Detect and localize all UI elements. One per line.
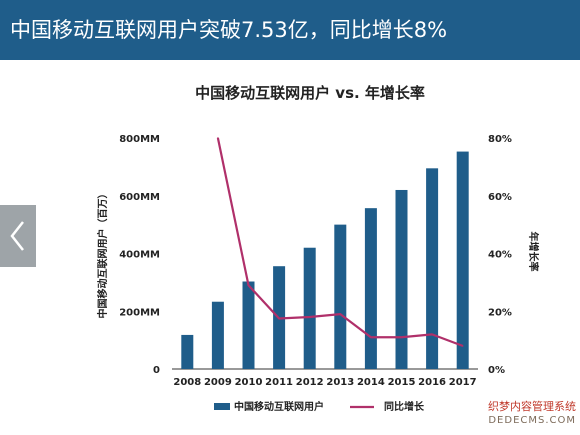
chart-svg: 中国移动互联网用户 vs. 年增长率 0 200MM 400MM 600MM 800MM 0… [96,84,540,413]
bar-2008 [181,334,194,369]
chart-title: 中国移动互联网用户 vs. 年增长率 [195,84,425,102]
x-tick-label: 2017 [449,377,477,388]
legend-label-users: 中国移动互联网用户 [234,400,324,413]
y-tick-label: 0 [153,365,160,376]
chart-area: 中国移动互联网用户 vs. 年增长率 0 200MM 400MM 600MM 800MM 0… [0,60,580,431]
x-tick-label: 2009 [204,377,232,388]
bar-2009 [211,301,224,369]
growth-point-2015 [400,336,403,339]
y-tick-label: 200MM [119,307,160,318]
x-tick-label: 2011 [265,377,293,388]
y-axis-label: 中国移动互联网用户（百万） [96,189,109,319]
y2-tick-label: 40% [488,250,512,261]
x-tick-label: 2012 [296,377,324,388]
x-tick-label: 2014 [357,377,385,388]
bar-2014 [364,208,377,369]
growth-point-2014 [370,336,372,339]
y2-tick-label: 0% [488,365,505,376]
x-tick-label: 2013 [326,377,354,388]
x-tick-label: 2016 [418,377,446,388]
y2-axis-label: 年增长率 [527,232,540,272]
y2-tick-label: 60% [488,192,512,203]
x-tick-label: 2008 [173,377,201,388]
growth-point-2016 [431,333,433,336]
legend-swatch-users [214,403,230,410]
x-tick-label: 2015 [388,377,416,388]
growth-point-2013 [339,313,342,315]
watermark-line1: 织梦内容管理系统 [488,400,576,413]
growth-point-2009 [217,137,219,139]
bar-2015 [395,189,408,369]
growth-point-2017 [461,345,464,347]
growth-point-2012 [308,316,311,318]
watermark-line2: DEDECMS.COM [488,415,576,426]
prev-slide-button[interactable] [0,205,36,267]
y2-tick-label: 80% [488,134,512,145]
watermark: 织梦内容管理系统 DEDECMS.COM [488,400,576,428]
bar-2016 [426,168,439,369]
growth-point-2011 [278,317,280,320]
y2-tick-label: 20% [488,307,512,318]
bar-2013 [334,224,347,369]
title-banner: 中国移动互联网用户突破7.53亿，同比增长8% [0,0,580,60]
legend-label-growth: 同比增长 [384,400,425,413]
bar-2012 [303,247,316,369]
banner-title: 中国移动互联网用户突破7.53亿，同比增长8% [10,18,448,42]
y-tick-label: 800MM [119,134,160,145]
bar-2010 [242,281,255,369]
y-tick-label: 400MM [119,250,160,261]
y-tick-label: 600MM [119,192,160,203]
bar-2017 [456,151,469,369]
x-tick-label: 2010 [235,377,263,388]
growth-point-2010 [247,284,250,287]
chevron-left-icon [10,221,24,251]
